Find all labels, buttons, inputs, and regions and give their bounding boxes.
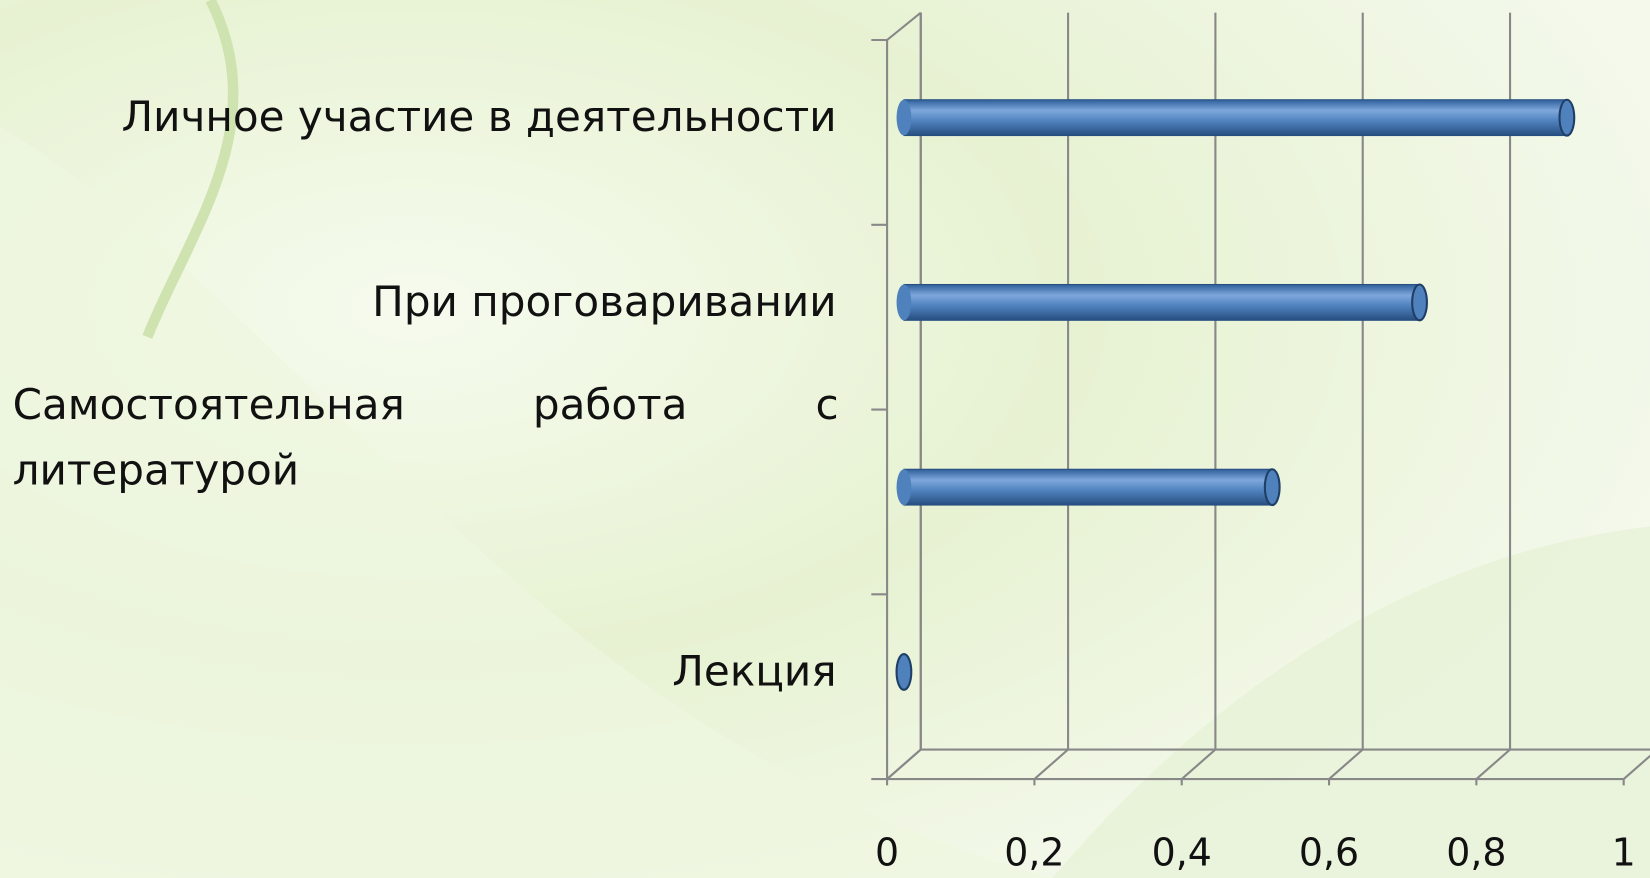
bar-end-cap	[1412, 285, 1427, 321]
bar-start-cap	[897, 469, 912, 505]
bar-start-cap	[897, 285, 912, 321]
x-tick-label: 1	[1612, 830, 1636, 874]
bar-body	[904, 100, 1567, 136]
bar-end-cap	[1265, 469, 1280, 505]
y-tick-label: Самостоятельная работа с литературой	[13, 372, 839, 503]
bar	[897, 654, 912, 690]
bar-body	[904, 285, 1420, 321]
bar	[897, 285, 1427, 321]
x-tick-label: 0,2	[1004, 830, 1064, 874]
bar-end-cap	[897, 654, 912, 690]
x-tick-label: 0	[875, 830, 899, 874]
bar-start-cap	[897, 100, 912, 136]
x-tick-label: 0,6	[1299, 830, 1359, 874]
bar	[897, 469, 1280, 505]
y-tick-label-box: Самостоятельная работа с литературой	[13, 372, 839, 509]
bar-body	[904, 469, 1272, 505]
x-tick-label: 0,8	[1446, 830, 1506, 874]
chart: 0 0,2 0,4 0,6 0,8 1 Лекция Самостоятельная рабо…	[0, 0, 1650, 878]
y-tick-label: Личное участие в деятельности	[121, 92, 836, 141]
y-tick-label: При проговаривании	[372, 277, 836, 326]
x-tick-label: 0,4	[1152, 830, 1212, 874]
bar	[897, 100, 1575, 136]
bar-end-cap	[1560, 100, 1575, 136]
y-tick-label: Лекция	[672, 647, 836, 696]
